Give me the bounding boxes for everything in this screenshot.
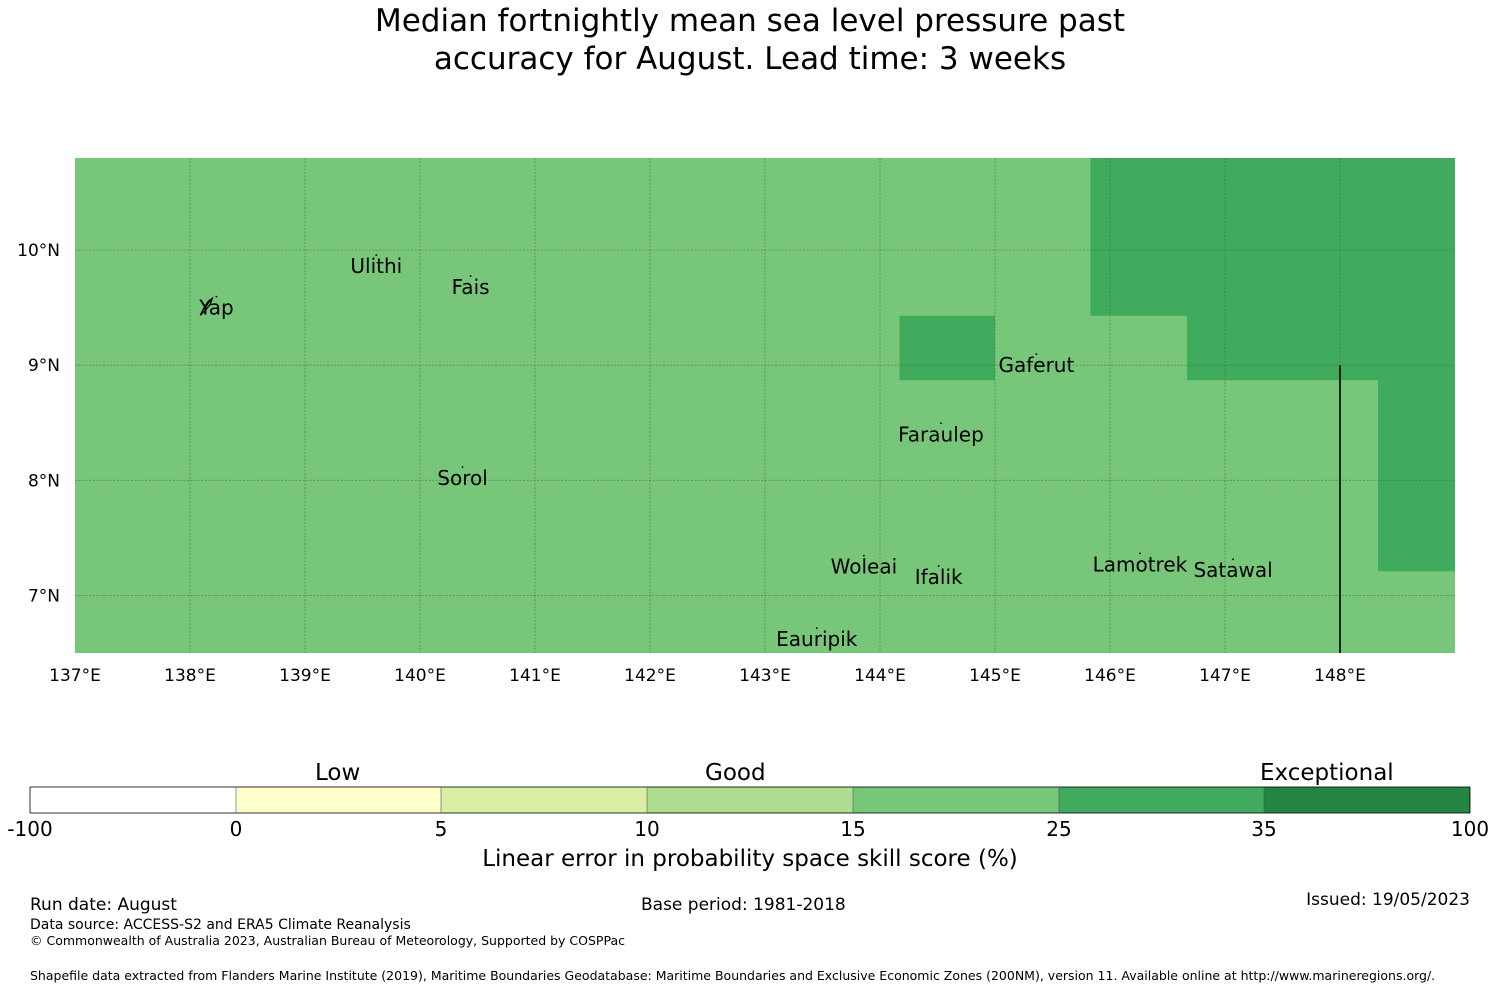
colorbar-tick: 15 [840,817,866,841]
skill-region [899,315,995,381]
island-yap-shape [199,296,214,316]
colorbar-tick: 10 [634,817,660,841]
colorbar-segment [441,787,647,813]
colorbar-outline [29,786,1471,814]
place-label-woleai: Woleai [831,555,898,579]
colorbar-tick: 5 [434,817,448,841]
latitude-tick-label: 9°N [28,356,60,376]
longitude-tick-label: 144°E [854,666,906,686]
colorbar-tick: -100 [7,817,53,841]
colorbar-segment [236,787,441,813]
island-marker [215,295,218,298]
run-date: Run date: August [30,895,177,915]
island-marker [815,627,818,630]
longitude-tick-label: 145°E [969,666,1021,686]
title-line-1: Median fortnightly mean sea level pressu… [374,3,1126,39]
island-marker [1232,558,1234,561]
place-label-ulithi: Ulithi [350,254,402,278]
colorbar-tick: 100 [1450,817,1490,841]
colorbar-category-exceptional: Exceptional [1260,760,1394,786]
island-marker [940,422,942,425]
place-label-eauripik: Eauripik [776,627,858,651]
title-line-2: accuracy for August. Lead time: 3 weeks [433,41,1067,77]
place-label-ifalik: Ifalik [915,565,963,589]
base-period: Base period: 1981-2018 [641,895,846,915]
longitude-tick-label: 137°E [49,666,101,686]
map-panel: Yap Ulithi Fais Gaferut Faraulep Sorol Woleai I… [17,158,1455,686]
longitude-tick-label: 143°E [739,666,791,686]
issued-date: Issued: 19/05/2023 [1306,890,1470,910]
colorbar-tick: 35 [1251,817,1277,841]
shapefile-credit: Shapefile data extracted from Flanders M… [30,968,1436,983]
island-marker [461,466,464,468]
colorbar-segment [647,787,853,813]
place-label-satawal: Satawal [1193,558,1272,582]
latitude-tick-label: 7°N [28,586,60,606]
colorbar-tick: 25 [1046,817,1072,841]
latitude-tick-label: 8°N [28,471,60,491]
longitude-tick-label: 142°E [624,666,676,686]
longitude-tick-label: 139°E [279,666,331,686]
longitude-tick-label: 148°E [1314,666,1366,686]
data-source: Data source: ACCESS-S2 and ERA5 Climate … [30,917,411,933]
colorbar-segment [30,787,236,813]
place-label-lamotrek: Lamotrek [1093,552,1188,576]
map-title: Median fortnightly mean sea level pressu… [0,2,1500,78]
island-marker [937,565,940,567]
colorbar-segment [1264,787,1470,813]
longitude-tick-label: 147°E [1199,666,1251,686]
island-marker [1139,552,1141,555]
colorbar-label: Linear error in probability space skill … [482,846,1018,872]
place-label-fais: Fais [452,275,490,299]
colorbar-category-low: Low [315,760,361,786]
colorbar-segment [1059,787,1264,813]
island-marker [863,554,865,557]
place-label-faraulep: Faraulep [898,422,984,446]
longitude-tick-label: 141°E [509,666,561,686]
island-marker [469,275,472,277]
island-marker [375,254,378,257]
skill-region [1090,158,1455,572]
longitude-tick-label: 146°E [1084,666,1136,686]
longitude-tick-label: 140°E [394,666,446,686]
place-label-yap: Yap [198,296,233,320]
copyright-notice: © Commonwealth of Australia 2023, Austra… [30,933,625,948]
colorbar-tick: 0 [229,817,243,841]
colorbar-category-good: Good [705,760,766,786]
colorbar-segment [853,787,1059,813]
island-marker [1035,353,1038,356]
colorbar [29,786,1471,814]
place-label-sorol: Sorol [437,466,488,490]
place-label-gaferut: Gaferut [998,353,1074,377]
latitude-tick-label: 10°N [17,241,60,261]
longitude-tick-label: 138°E [164,666,216,686]
